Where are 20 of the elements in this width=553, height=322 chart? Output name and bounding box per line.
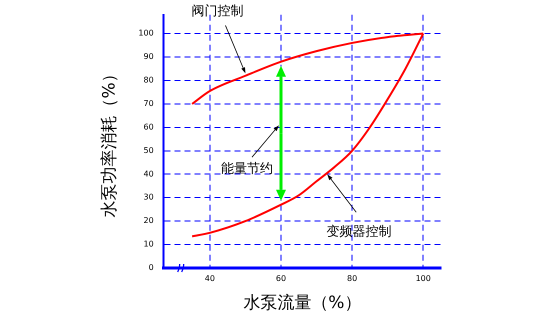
x-tick-label: 100: [416, 274, 431, 283]
annotation: 能量节约: [221, 162, 273, 177]
y-axis-title: 水泵功率消耗（%）: [100, 65, 120, 218]
y-tick-label: 10: [143, 240, 154, 249]
y-tick-label: 60: [143, 122, 154, 132]
y-tick-label: 0: [148, 263, 154, 272]
y-tick-label: 50: [143, 146, 154, 155]
x-tick-label: 40: [204, 274, 215, 283]
annotation: 变频器控制: [326, 224, 392, 240]
x-tick-label: 80: [347, 274, 358, 283]
y-tick-label: 30: [143, 192, 154, 202]
y-tick-label: 100: [138, 28, 154, 38]
y-tick-label: 20: [143, 216, 154, 226]
x-axis-title: 水泵流量（%）: [243, 293, 362, 314]
annotation: 阀门控制: [191, 2, 244, 19]
y-tick-label: 70: [143, 98, 154, 108]
y-tick-label: 40: [143, 169, 154, 178]
y-tick-label: 80: [143, 76, 154, 85]
y-tick-label: 90: [143, 52, 154, 62]
x-tick-label: 60: [276, 274, 286, 283]
